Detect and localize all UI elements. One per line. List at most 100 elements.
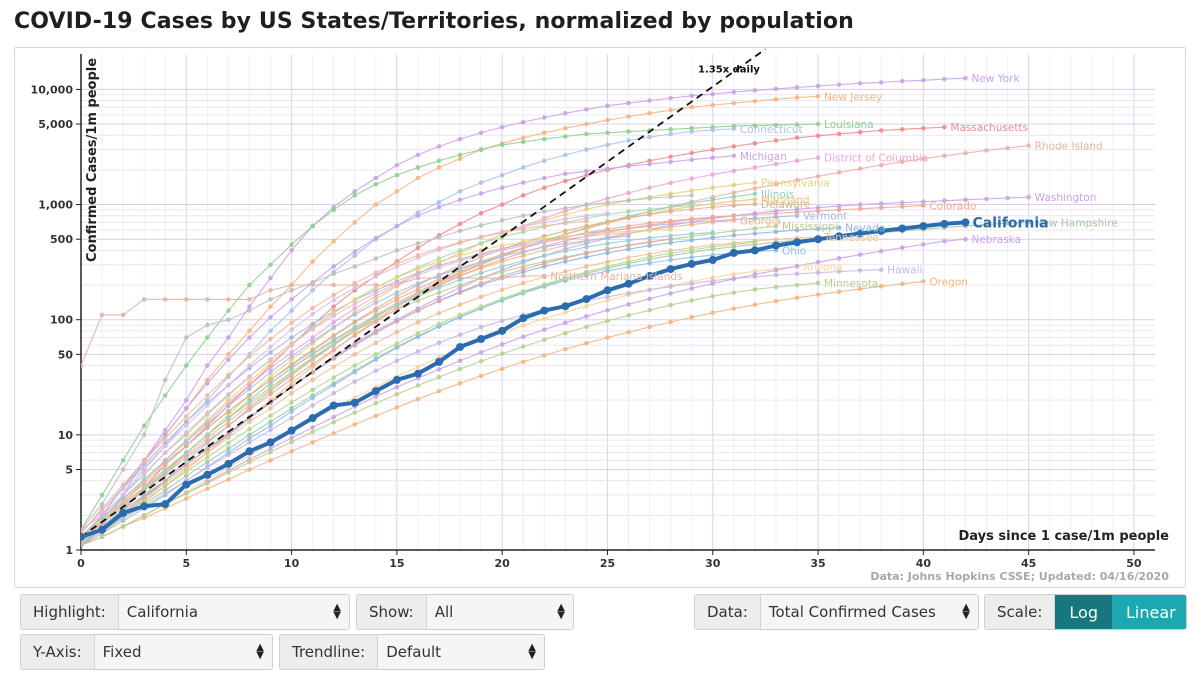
data-point — [794, 135, 800, 141]
highlight-point — [771, 241, 780, 250]
data-point — [373, 330, 379, 336]
data-point — [247, 379, 252, 384]
data-point — [773, 161, 779, 167]
data-point — [731, 100, 737, 106]
data-point — [310, 311, 315, 317]
x-tick-label: 20 — [495, 557, 511, 570]
data-select[interactable]: Total Confirmed Cases ▲ ▼ — [760, 595, 978, 629]
data-point — [478, 223, 484, 228]
data-point — [605, 268, 610, 274]
scale-log-button[interactable]: Log — [1055, 595, 1112, 629]
series-new-york — [81, 75, 968, 548]
series-label: Vermont — [803, 211, 847, 223]
data-point — [226, 470, 231, 475]
data-point — [331, 264, 337, 269]
data-point — [499, 142, 505, 148]
data-point — [584, 269, 589, 275]
data-point — [752, 88, 758, 93]
data-point — [457, 282, 463, 288]
data-point — [815, 292, 821, 297]
series-new-jersey — [81, 94, 821, 540]
data-point — [752, 123, 758, 128]
data-point — [647, 111, 652, 116]
highlight-point — [477, 334, 486, 343]
highlight-select[interactable]: California ▲ ▼ — [118, 595, 349, 629]
data-point — [647, 98, 652, 103]
show-select[interactable]: All ▲ ▼ — [426, 595, 573, 629]
data-point — [205, 377, 210, 383]
data-point — [815, 226, 821, 232]
data-point — [141, 432, 147, 438]
data-point — [710, 235, 716, 241]
data-point — [478, 180, 484, 185]
series-louisiana — [81, 121, 821, 533]
data-point — [205, 421, 210, 426]
data-point — [352, 410, 358, 415]
data-point — [120, 496, 126, 501]
data-point — [183, 414, 189, 419]
data-point — [247, 297, 252, 302]
data-point — [794, 122, 800, 127]
data-point — [352, 285, 358, 290]
data-point — [247, 382, 252, 388]
data-point — [268, 350, 273, 355]
data-point — [352, 297, 358, 302]
data-point — [984, 148, 989, 153]
yaxis-select[interactable]: Fixed ▲ ▼ — [94, 635, 272, 669]
series-label: District of Columbia — [824, 153, 928, 165]
data-point — [120, 458, 126, 463]
series-label: Delaware — [761, 199, 810, 211]
data-point — [99, 506, 105, 511]
data-point — [352, 422, 358, 427]
series-line — [81, 194, 692, 531]
data-point — [499, 366, 505, 372]
trendline-select[interactable]: Default ▲ ▼ — [378, 635, 544, 669]
data-point — [415, 241, 421, 246]
data-point — [289, 297, 294, 302]
data-point — [373, 357, 379, 362]
data-point — [520, 253, 526, 258]
data-point — [584, 234, 589, 239]
data-point — [394, 345, 400, 351]
data-point — [226, 391, 231, 397]
data-point — [689, 104, 695, 110]
data-point — [226, 372, 231, 378]
data-point — [878, 201, 884, 206]
data-point — [563, 212, 568, 217]
series-michigan — [81, 153, 737, 544]
data-point — [689, 203, 695, 208]
data-point — [478, 241, 484, 246]
data-point — [731, 153, 737, 159]
data-point — [268, 369, 273, 375]
data-point — [815, 208, 821, 214]
data-point — [331, 347, 337, 352]
data-point — [647, 324, 652, 330]
data-point — [563, 171, 568, 177]
data-point — [541, 175, 547, 181]
data-point — [226, 403, 231, 409]
data-point — [689, 255, 695, 260]
data-point — [899, 204, 905, 209]
data-point — [331, 382, 337, 388]
data-point — [541, 244, 547, 250]
data-point — [773, 267, 779, 273]
data-point — [436, 310, 442, 316]
y-tick-label: 1,000 — [38, 199, 73, 212]
data-point — [647, 243, 652, 248]
data-point — [436, 158, 442, 164]
scale-linear-button[interactable]: Linear — [1112, 595, 1186, 629]
highlight-point — [224, 459, 233, 468]
data-point — [162, 469, 168, 474]
data-point — [436, 234, 442, 240]
data-point — [731, 233, 737, 238]
data-point — [205, 438, 210, 444]
highlight-point — [603, 286, 612, 295]
data-point — [626, 114, 631, 119]
data-point — [647, 287, 652, 293]
data-point — [289, 415, 294, 421]
show-value: All — [434, 603, 454, 621]
data-point — [668, 95, 673, 101]
data-point — [331, 333, 337, 338]
data-point — [857, 80, 863, 86]
data-point — [899, 159, 905, 165]
